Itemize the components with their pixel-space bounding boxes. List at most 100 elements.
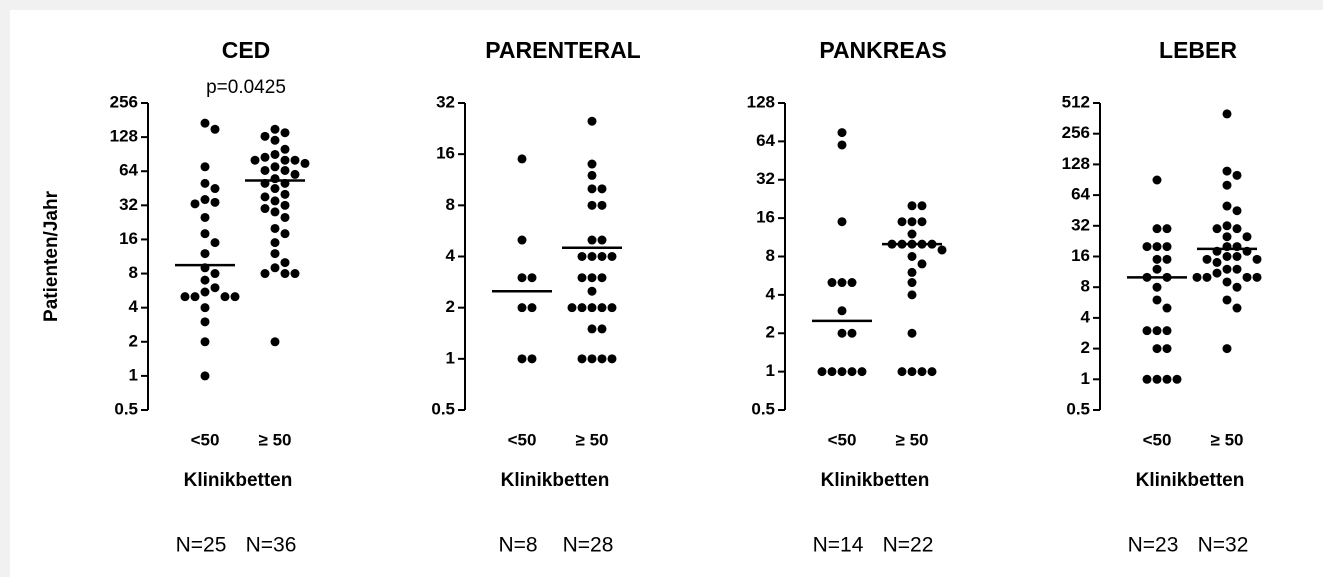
data-point [937,245,947,255]
data-point [587,354,597,364]
data-point [190,292,200,302]
data-point [897,217,907,227]
x-tick-label: <50 [508,430,537,449]
data-point [200,162,210,172]
x-tick-label: ≥ 50 [576,430,609,449]
panel [10,10,1323,577]
data-point [210,197,220,207]
data-point [587,273,597,283]
data-point [260,131,270,141]
data-point [1162,242,1172,252]
y-tick-label: 16 [436,144,455,163]
data-point [597,354,607,364]
data-point [517,154,527,164]
n-label: N=14 [813,534,864,557]
data-point [210,283,220,293]
y-tick-label: 4 [129,297,139,316]
data-point [1232,206,1242,216]
x-tick-label: <50 [191,430,220,449]
data-point [907,278,917,288]
x-tick-label: <50 [1143,430,1172,449]
data-point [180,292,190,302]
data-point [280,165,290,175]
y-tick-label: 256 [110,92,138,111]
chart-title: LEBER [1159,37,1237,63]
data-point [300,158,310,168]
data-point [260,192,270,202]
data-point [857,367,867,377]
data-point [607,252,617,261]
data-point [587,303,597,313]
data-point [270,337,280,347]
data-point [917,367,927,377]
data-point [597,273,607,283]
data-point [517,273,527,283]
data-point [567,303,577,313]
data-point [1152,175,1162,185]
data-point [290,269,300,279]
data-point [1222,166,1232,176]
data-point [597,184,607,194]
data-point [577,303,587,313]
y-tick-label: 1 [766,361,775,380]
data-point [270,249,280,259]
y-axis-label: Patienten/Jahr [41,190,62,322]
data-point [587,235,597,245]
x-axis-label: Klinikbetten [1136,470,1245,491]
data-point [1152,224,1162,234]
data-point [827,367,837,377]
data-point [607,354,617,364]
data-point [250,155,260,165]
data-point [837,306,847,316]
data-point [1152,254,1162,264]
data-point [280,212,290,222]
data-point [907,201,917,211]
n-label: N=28 [563,534,614,557]
data-point [1222,264,1232,274]
y-tick-label: 1 [129,365,138,384]
data-point [1252,254,1262,264]
data-point [847,367,857,377]
data-point [280,128,290,138]
y-tick-label: 32 [119,195,138,214]
x-tick-label: ≥ 50 [1211,430,1244,449]
data-point [1232,170,1242,180]
data-point [1142,326,1152,336]
y-tick-label: 64 [1071,185,1090,204]
data-point [290,155,300,165]
data-point [210,184,220,194]
data-point [1222,221,1232,231]
n-label: N=36 [246,534,297,557]
data-point [1252,272,1262,282]
y-tick-label: 2 [1081,338,1090,357]
y-tick-label: 2 [129,331,138,350]
data-point [577,354,587,364]
data-point [907,229,917,239]
data-point [1242,272,1252,282]
y-tick-label: 2 [766,323,775,342]
data-point [1202,272,1212,282]
y-tick-label: 32 [436,92,455,111]
y-tick-label: 64 [756,131,775,150]
data-point [587,116,597,126]
chart-title: PANKREAS [819,37,946,63]
data-point [1192,272,1202,282]
data-point [280,229,290,239]
x-axis-label: Klinikbetten [501,470,610,491]
data-point [1232,252,1242,261]
data-point [607,303,617,313]
data-point [527,303,537,313]
data-point [587,170,597,180]
data-point [280,155,290,165]
data-point [907,267,917,277]
y-tick-label: 0.5 [431,399,455,418]
data-point [527,273,537,283]
data-point [837,140,847,150]
data-point [200,303,210,313]
data-point [1152,264,1162,274]
data-point [270,124,280,134]
data-point [1152,326,1162,336]
data-point [837,128,847,138]
chart-title: PARENTERAL [485,37,640,63]
data-point [907,328,917,338]
